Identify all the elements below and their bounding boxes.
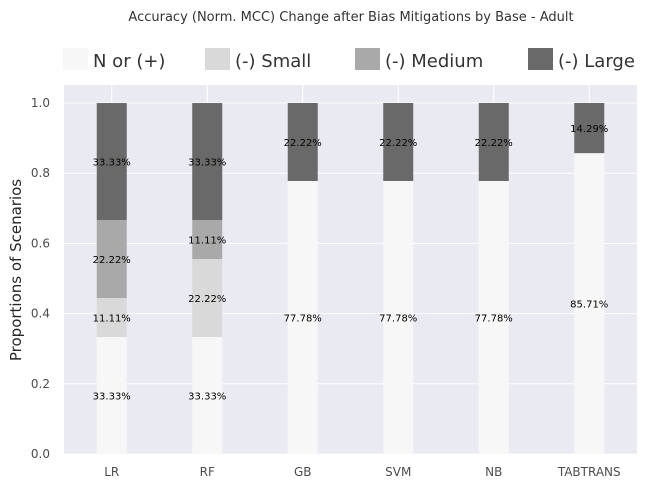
data-label: 22.22% [284,138,322,149]
bar-segment [287,180,318,455]
data-labels: 33.33% 11.11% 22.22% 33.33% 33.33% 22.22% 11.1… [93,124,609,402]
data-label: 33.33% [188,158,226,169]
chart-title: Accuracy (Norm. MCC) Change after Bias M… [128,10,573,25]
x-tick-label: GB [294,465,312,479]
bar-segment [383,180,414,455]
legend-label: N or (+) [93,51,165,72]
y-axis-ticks: 0.0 0.2 0.4 0.6 0.8 1.0 [31,96,50,461]
y-tick-label: 0.4 [31,307,50,321]
bar-segment [96,298,127,338]
data-label: 85.71% [570,300,608,311]
legend-swatch [528,48,553,70]
y-tick-label: 0.0 [31,447,50,461]
legend: N or (+) (-) Small (-) Medium (-) Large [63,48,635,72]
bar-segment [192,259,223,338]
y-tick-label: 0.6 [31,236,50,250]
legend-label: (-) Large [558,51,635,72]
y-axis-label: Proportions of Scenarios [7,179,25,361]
y-tick-label: 0.8 [31,166,50,180]
x-tick-label: TABTRANS [557,465,621,479]
bar-segment [192,103,223,221]
x-axis-ticks: LR RF GB SVM NB TABTRANS [104,465,620,479]
bar-segment [192,337,223,454]
bar-segment [383,103,414,181]
bar-segment [96,103,127,221]
data-label: 22.22% [93,255,131,266]
bar-segment [478,180,509,455]
data-label: 33.33% [188,392,226,403]
data-label: 22.22% [475,138,513,149]
data-label: 22.22% [379,138,417,149]
x-tick-label: SVM [385,465,411,479]
plot-area [64,85,637,454]
bar-segment [96,220,127,299]
legend-label: (-) Small [235,51,311,72]
bar-segment [192,220,223,260]
data-label: 77.78% [475,313,513,324]
data-label: 14.29% [570,124,608,135]
data-label: 77.78% [284,313,322,324]
data-label: 11.11% [188,236,226,247]
x-tick-label: LR [104,465,119,479]
legend-swatch [63,48,88,70]
y-tick-label: 1.0 [31,96,50,110]
data-label: 33.33% [93,392,131,403]
legend-swatch [205,48,230,70]
x-tick-label: RF [200,465,215,479]
bar-segment [478,103,509,181]
bar-segment [287,103,318,181]
data-label: 33.33% [93,158,131,169]
bars [96,103,605,455]
bar-segment [574,153,605,454]
y-tick-label: 0.2 [31,377,50,391]
data-label: 77.78% [379,313,417,324]
bar-segment [574,103,605,154]
legend-swatch [355,48,380,70]
legend-label: (-) Medium [385,51,483,72]
data-label: 11.11% [93,314,131,325]
data-label: 22.22% [188,294,226,305]
bar-segment [96,337,127,454]
x-tick-label: NB [485,465,502,479]
